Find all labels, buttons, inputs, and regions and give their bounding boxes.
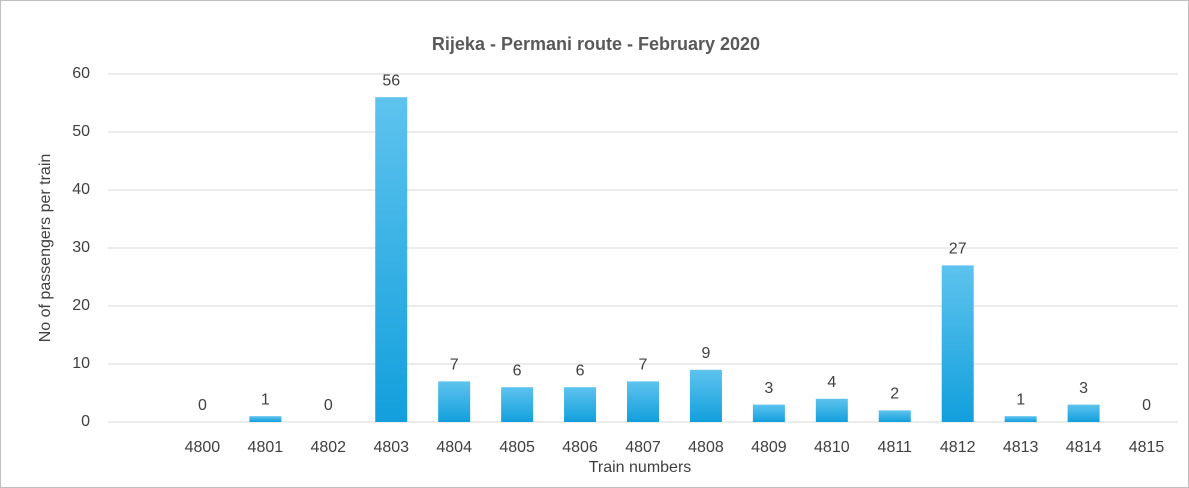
chart-title: Rijeka - Permani route - February 2020: [432, 34, 760, 54]
data-label: 2: [890, 386, 899, 403]
data-label: 0: [1142, 397, 1151, 414]
y-tick-label: 50: [72, 123, 90, 140]
x-tick-label: 4803: [373, 439, 409, 456]
data-label: 27: [949, 241, 967, 258]
x-tick-label: 4806: [562, 439, 598, 456]
y-axis-label: No of passengers per train: [37, 154, 54, 343]
y-tick-label: 60: [72, 65, 90, 82]
bar: [564, 387, 597, 422]
x-tick-label: 4813: [1003, 439, 1039, 456]
x-tick-label: 4800: [185, 439, 221, 456]
x-tick-label: 4802: [310, 439, 346, 456]
x-tick-label: 4814: [1066, 439, 1102, 456]
bar: [941, 265, 974, 422]
x-tick-label: 4811: [878, 439, 913, 456]
y-tick-label: 0: [81, 413, 90, 430]
x-tick-label: 4807: [625, 439, 661, 456]
data-label: 4: [827, 374, 836, 391]
x-tick-label: 4809: [751, 439, 787, 456]
data-label: 56: [382, 72, 400, 89]
x-axis-label: Train numbers: [589, 459, 692, 476]
bar: [752, 404, 785, 422]
data-label: 7: [450, 357, 459, 374]
bar: [627, 381, 659, 422]
bar: [438, 381, 471, 422]
x-tick-label: 4801: [248, 439, 284, 456]
data-label: 3: [764, 380, 773, 397]
y-tick-label: 40: [72, 181, 90, 198]
data-label: 3: [1079, 380, 1088, 397]
bar: [501, 387, 534, 422]
data-label: 0: [324, 397, 333, 414]
data-label: 9: [701, 345, 710, 362]
bar: [689, 369, 722, 422]
x-tick-label: 4812: [940, 439, 976, 456]
data-label: 1: [1016, 391, 1025, 408]
bar: [878, 410, 911, 422]
data-label: 6: [576, 362, 585, 379]
x-tick-label: 4805: [499, 439, 535, 456]
x-tick-label: 4815: [1129, 439, 1165, 456]
bar: [1004, 416, 1037, 422]
x-tick-label: 4808: [688, 439, 724, 456]
bar: [375, 97, 408, 422]
data-label: 7: [639, 357, 648, 374]
data-label: 0: [198, 397, 207, 414]
bar: [249, 416, 282, 422]
bar: [815, 398, 848, 422]
data-label: 1: [261, 391, 270, 408]
y-tick-label: 30: [72, 239, 90, 256]
y-tick-label: 10: [72, 355, 90, 372]
x-tick-label: 4810: [814, 439, 850, 456]
bar: [1067, 404, 1100, 422]
x-tick-label: 4804: [436, 439, 472, 456]
y-tick-label: 20: [72, 297, 90, 314]
data-label: 6: [513, 362, 522, 379]
